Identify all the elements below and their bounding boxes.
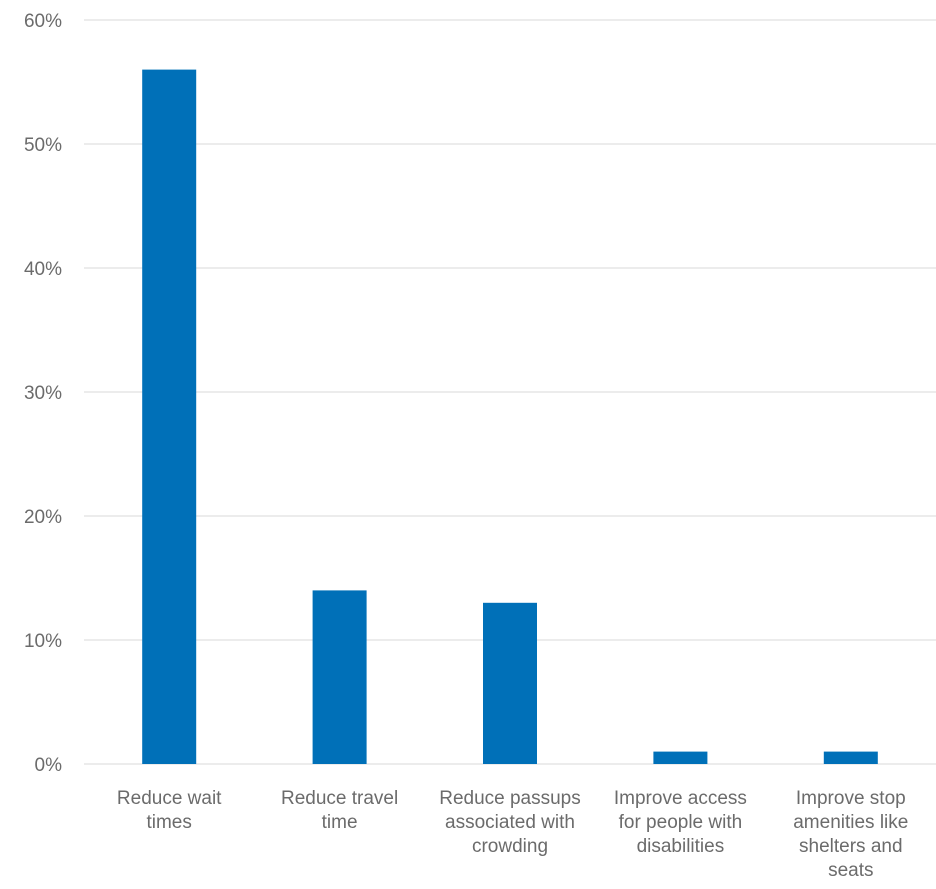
y-tick-label: 60% (24, 11, 62, 32)
x-category-label: Improve access for people with disabilitie… (614, 788, 747, 857)
y-tick-label: 0% (35, 755, 63, 776)
bars (142, 69, 878, 765)
y-tick-label: 10% (24, 631, 62, 652)
x-category-label: Improve stop amenities like shelters and se… (793, 788, 908, 881)
x-axis-category-labels: Reduce wait times Reduce travel time Reduce … (117, 788, 908, 881)
bar (483, 602, 537, 764)
x-category-label: Reduce wait times (117, 788, 222, 833)
y-tick-label: 20% (24, 507, 62, 528)
bar (142, 69, 197, 765)
y-tick-label: 50% (24, 135, 62, 156)
gridlines (84, 19, 936, 765)
y-tick-label: 40% (24, 259, 62, 280)
x-category-label: Reduce travel time (281, 788, 398, 833)
x-category-label: Reduce passups associated with crowding (439, 788, 581, 857)
y-tick-label: 30% (24, 383, 62, 404)
bar (312, 590, 367, 764)
bar (823, 751, 878, 764)
y-axis-tick-labels: 0% 10% 20% 30% 40% 50% 60% (24, 11, 62, 776)
bar (653, 751, 708, 764)
